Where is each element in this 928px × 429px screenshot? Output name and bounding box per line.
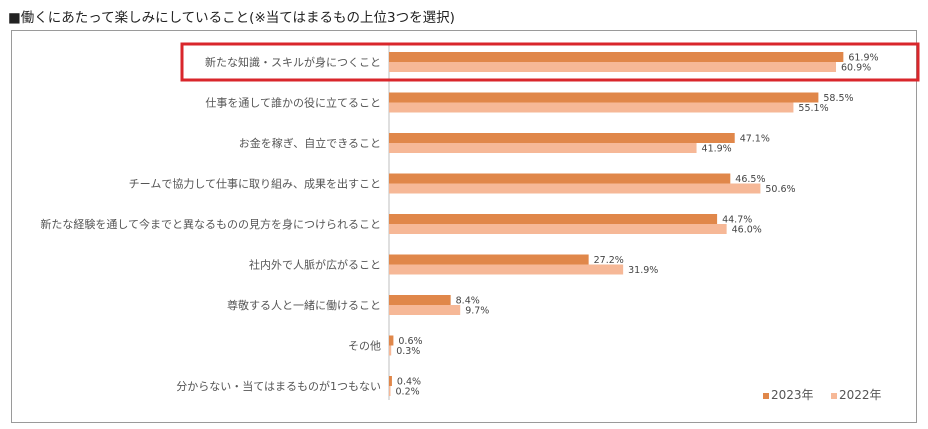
bar-2022年 xyxy=(389,264,624,275)
value-label: 50.6% xyxy=(765,184,795,195)
value-label: 8.4% xyxy=(456,296,480,307)
value-label: 46.5% xyxy=(735,174,765,185)
category-label: 新たな経験を通して今までと異なるものの見方を身につけられること xyxy=(40,217,381,231)
category-label: その他 xyxy=(348,340,381,353)
legend-swatch xyxy=(763,393,769,399)
legend-label: 2023年 xyxy=(771,388,814,402)
bar-2022年 xyxy=(389,345,392,356)
category-label: 新たな知識・スキルが身につくこと xyxy=(205,55,381,69)
legend-label: 2022年 xyxy=(839,388,882,402)
value-label: 44.7% xyxy=(722,215,752,226)
value-label: 9.7% xyxy=(465,306,489,317)
category-label: 仕事を通して誰かの役に立てること xyxy=(205,96,381,110)
bar-2022年 xyxy=(389,305,461,315)
category-label: 社内外で人脈が広がること xyxy=(249,258,381,272)
bar-2022年 xyxy=(389,386,391,396)
value-label: 55.1% xyxy=(798,103,828,114)
bar-2022年 xyxy=(389,62,837,72)
value-label: 0.2% xyxy=(396,387,420,398)
category-label: お金を稼ぎ、自立できること xyxy=(239,136,381,150)
bar-2022年 xyxy=(389,224,727,234)
bar-2022年 xyxy=(389,143,697,153)
legend-swatch xyxy=(831,393,837,399)
value-label: 58.5% xyxy=(823,93,853,104)
bar-2022年 xyxy=(389,183,761,194)
value-label: 41.9% xyxy=(702,144,732,155)
highlight-box xyxy=(180,42,920,82)
value-label: 0.4% xyxy=(397,377,421,388)
chart-frame xyxy=(11,30,917,423)
bar-2022年 xyxy=(389,102,794,113)
value-label: 61.9% xyxy=(848,53,878,64)
value-label: 27.2% xyxy=(594,255,624,266)
value-label: 0.6% xyxy=(398,336,422,347)
category-label: 尊敬する人と一緒に働けること xyxy=(227,298,381,312)
category-label: 分からない・当てはまるものが1つもない xyxy=(176,379,381,393)
bar-2023年 xyxy=(389,133,735,143)
bar-2023年 xyxy=(389,92,819,103)
value-label: 47.1% xyxy=(740,134,770,145)
bar-2023年 xyxy=(389,52,844,62)
bar-2023年 xyxy=(389,254,589,265)
category-label: チームで協力して仕事に取り組み、成果を出すこと xyxy=(129,177,381,191)
chart-title: ■働くにあたって楽しみにしていること(※当てはまるもの上位3つを選択) xyxy=(8,10,455,26)
value-label: 60.9% xyxy=(841,63,871,74)
bar-2023年 xyxy=(389,376,392,386)
bar-2023年 xyxy=(389,295,451,305)
value-label: 46.0% xyxy=(732,225,762,236)
bar-2023年 xyxy=(389,335,394,346)
bar-2023年 xyxy=(389,214,718,224)
bar-2023年 xyxy=(389,173,731,184)
value-label: 31.9% xyxy=(628,265,658,276)
value-label: 0.3% xyxy=(396,346,420,357)
